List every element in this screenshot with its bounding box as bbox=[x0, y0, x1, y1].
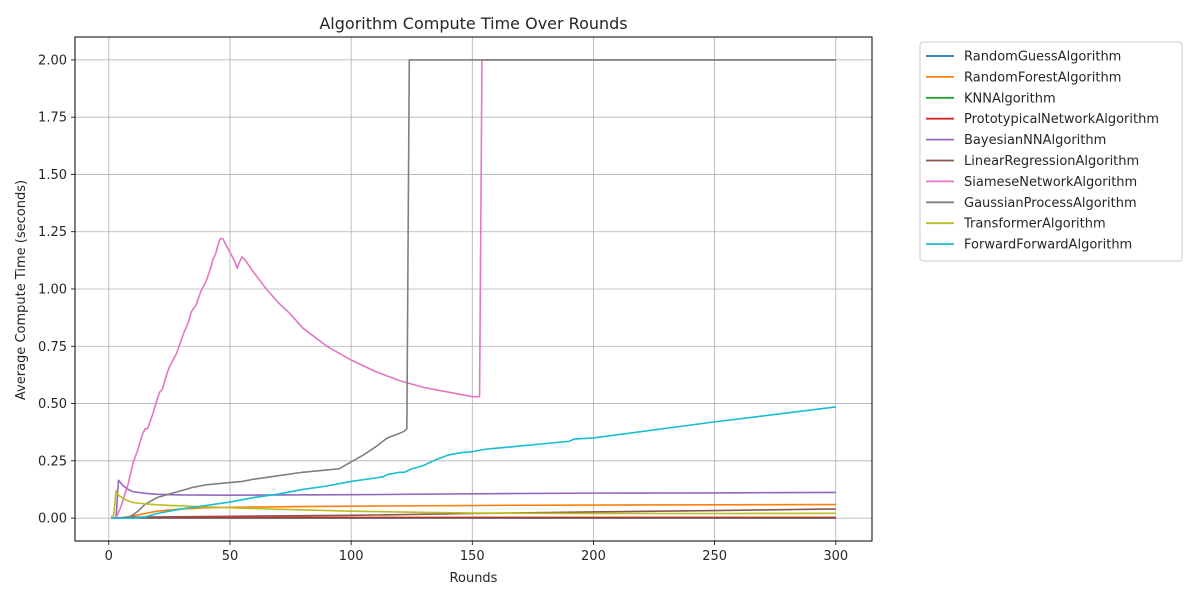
legend-label: GaussianProcessAlgorithm bbox=[964, 196, 1137, 211]
series-line-siamesenetwork bbox=[111, 59, 836, 519]
legend-label: PrototypicalNetworkAlgorithm bbox=[964, 112, 1159, 127]
series-line-gaussianprocess bbox=[111, 59, 836, 519]
y-tick-label: 0.50 bbox=[38, 397, 67, 412]
series-line-forwardforward bbox=[111, 406, 836, 519]
y-tick-label: 1.00 bbox=[38, 283, 67, 298]
legend-label: BayesianNNAlgorithm bbox=[964, 133, 1106, 148]
x-tick-label: 100 bbox=[339, 549, 364, 564]
legend: RandomGuessAlgorithm RandomForestAlgorith… bbox=[919, 41, 1183, 262]
ticks: 0 50 100 150 200 250 300 0.00 0.25 0.50 0.75 1.00 1.… bbox=[38, 53, 848, 564]
legend-label: TransformerAlgorithm bbox=[963, 217, 1106, 232]
legend-label: ForwardForwardAlgorithm bbox=[964, 238, 1132, 253]
chart-title: Algorithm Compute Time Over Rounds bbox=[319, 14, 627, 33]
x-axis-label: Rounds bbox=[450, 571, 498, 586]
legend-label: RandomGuessAlgorithm bbox=[964, 50, 1121, 65]
y-tick-label: 0.25 bbox=[38, 454, 67, 469]
legend-label: RandomForestAlgorithm bbox=[964, 70, 1121, 85]
x-tick-label: 200 bbox=[581, 549, 606, 564]
x-tick-label: 250 bbox=[702, 549, 727, 564]
x-tick-label: 300 bbox=[823, 549, 848, 564]
y-axis-label: Average Compute Time (seconds) bbox=[14, 180, 29, 400]
series-group bbox=[111, 59, 836, 519]
legend-label: KNNAlgorithm bbox=[964, 91, 1056, 106]
x-tick-label: 50 bbox=[222, 549, 239, 564]
series-line-bayesiannn bbox=[111, 479, 836, 519]
y-tick-label: 1.50 bbox=[38, 168, 67, 183]
legend-label: LinearRegressionAlgorithm bbox=[964, 154, 1139, 169]
legend-label: SiameseNetworkAlgorithm bbox=[964, 175, 1137, 190]
x-tick-label: 0 bbox=[105, 549, 113, 564]
x-tick-label: 150 bbox=[460, 549, 485, 564]
y-tick-label: 2.00 bbox=[38, 53, 67, 68]
y-tick-label: 1.75 bbox=[38, 111, 67, 126]
legend-box bbox=[919, 41, 1183, 262]
series-line-transformer bbox=[111, 489, 836, 517]
plot-frame bbox=[74, 36, 873, 542]
y-tick-label: 0.00 bbox=[38, 512, 67, 527]
y-tick-label: 1.25 bbox=[38, 225, 67, 240]
y-tick-label: 0.75 bbox=[38, 340, 67, 355]
